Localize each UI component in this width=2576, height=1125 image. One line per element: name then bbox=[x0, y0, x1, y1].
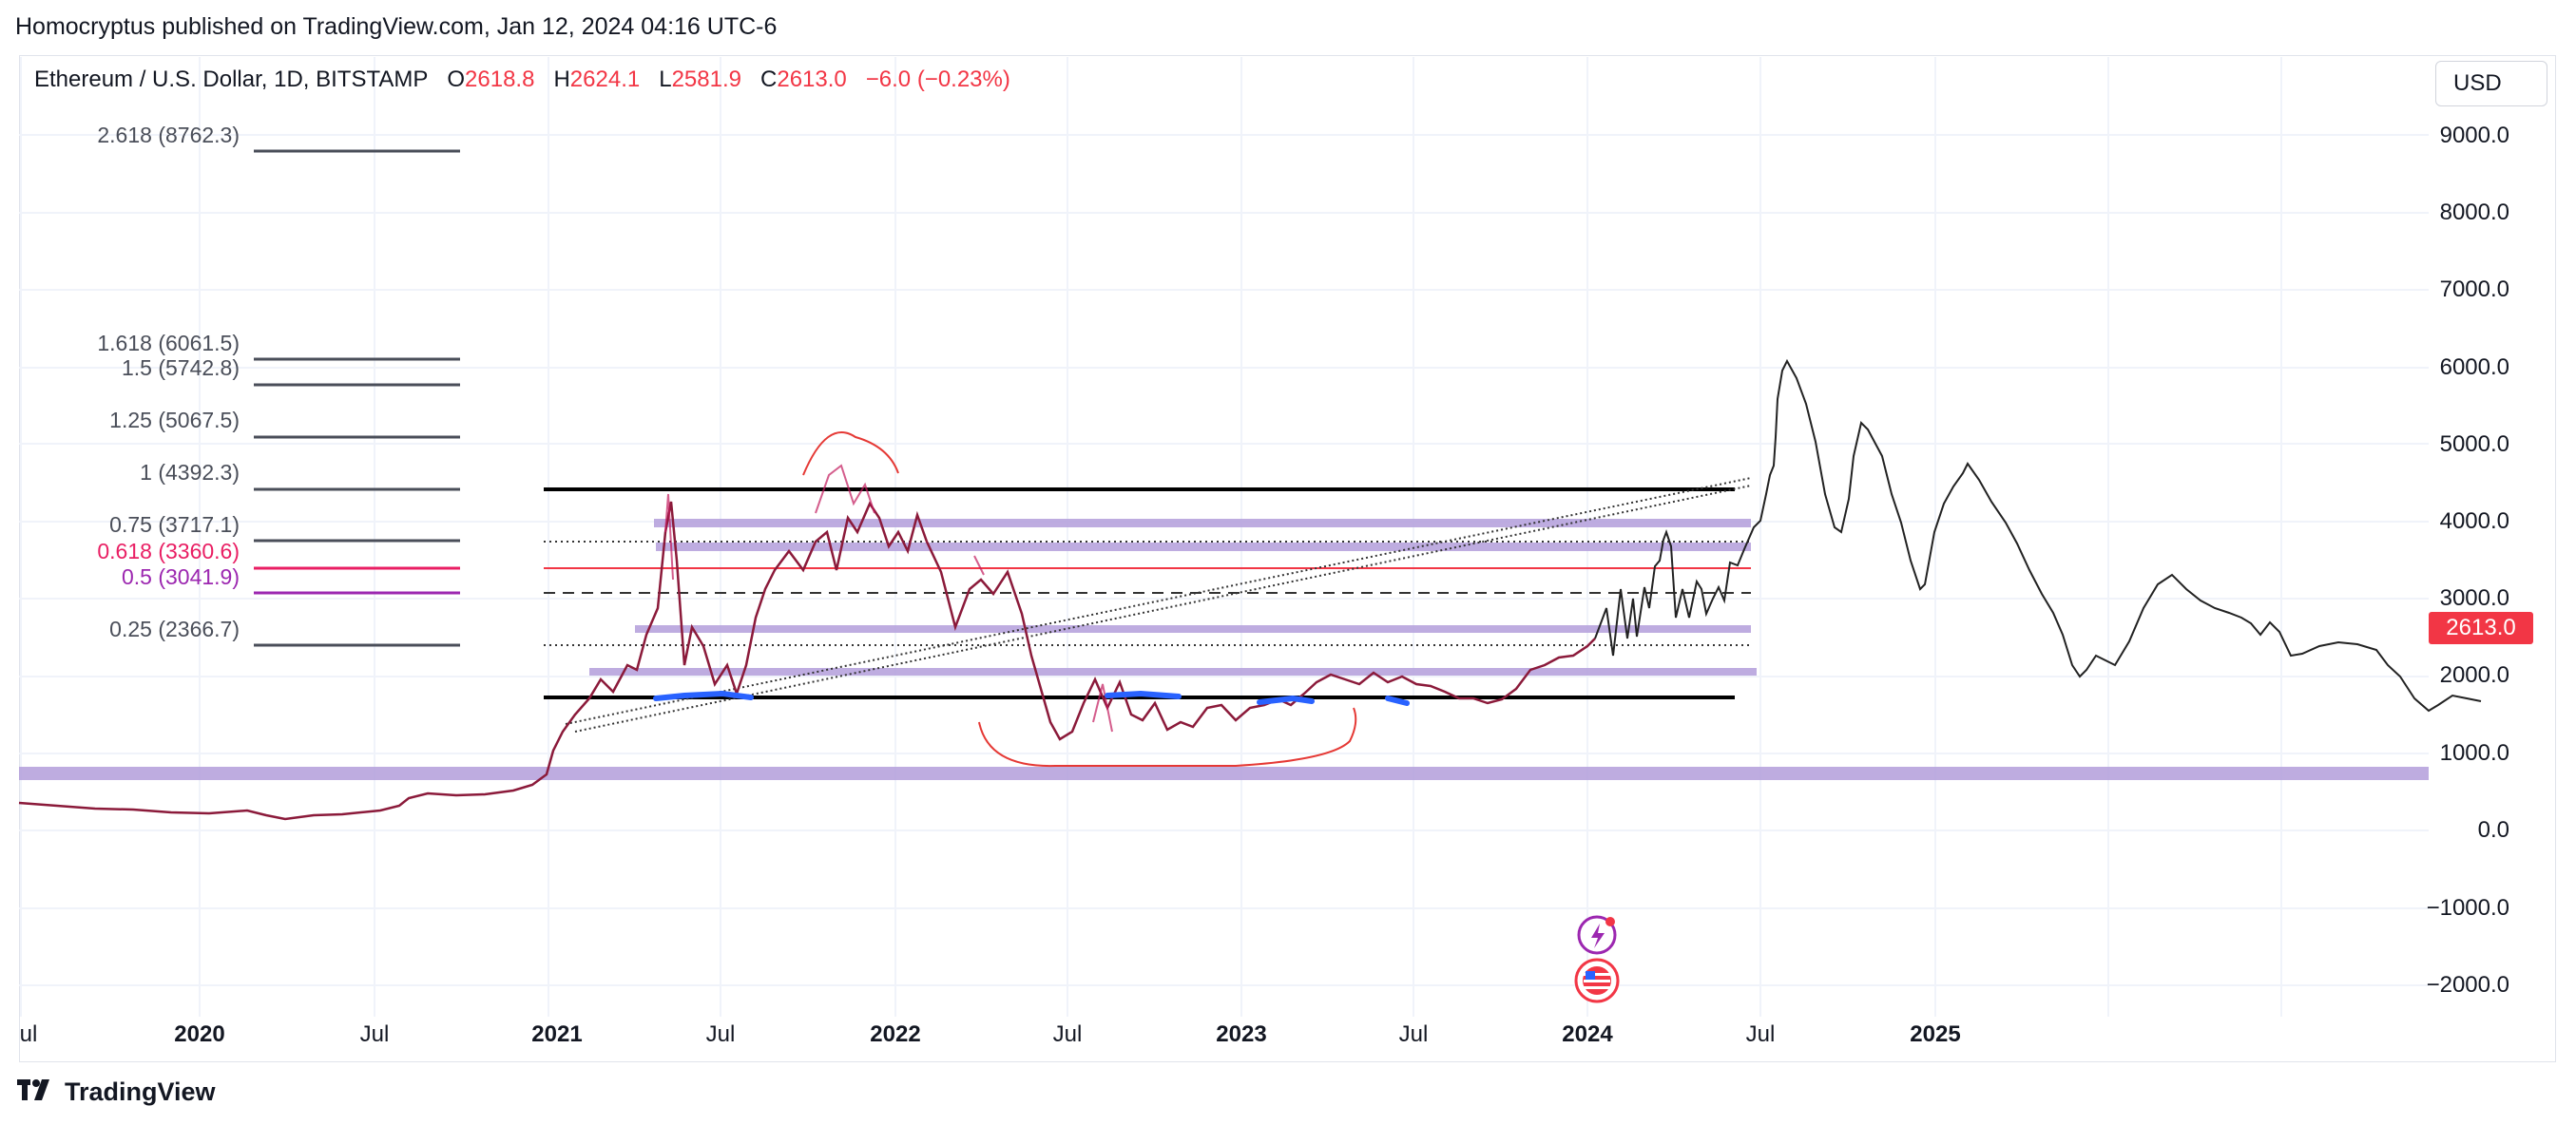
price-scale-label: −1000.0 bbox=[2427, 895, 2509, 921]
close-value: 2613.0 bbox=[777, 67, 847, 92]
time-scale-label: Jul bbox=[1053, 1021, 1083, 1047]
lightning-event-icon[interactable] bbox=[1577, 915, 1617, 955]
time-scale-label: 2025 bbox=[1910, 1021, 1960, 1047]
range-lines bbox=[544, 477, 1752, 733]
time-scale-label: 2024 bbox=[1562, 1021, 1613, 1047]
chart-panel[interactable] bbox=[19, 55, 2556, 1062]
fib-label: 2.618 (8762.3) bbox=[97, 123, 240, 147]
zone-band-bottom bbox=[19, 767, 2429, 780]
fib-label: 1.618 (6061.5) bbox=[97, 331, 240, 355]
time-scale-label: 2021 bbox=[531, 1021, 582, 1047]
high-value: 2624.1 bbox=[569, 67, 641, 92]
fib-label: 0.25 (2366.7) bbox=[109, 617, 240, 641]
time-scale-label: 2023 bbox=[1216, 1021, 1266, 1047]
time-scale: ul 2020 Jul 2021 Jul 2022 Jul 2023 Jul 2024 Jul 202… bbox=[20, 1021, 1961, 1047]
chart-grid bbox=[19, 57, 2429, 1017]
low-value: 2581.9 bbox=[671, 67, 741, 92]
zone-band-3900 bbox=[654, 519, 1751, 527]
footer-brand[interactable]: TradingView bbox=[17, 1077, 216, 1107]
time-scale-label: Jul bbox=[1746, 1021, 1776, 1047]
zone-band-3600 bbox=[656, 543, 1751, 551]
open-label: O bbox=[447, 67, 466, 92]
blue-highlights bbox=[653, 690, 1410, 706]
fib-level-lines bbox=[254, 149, 460, 647]
time-scale-label: Jul bbox=[1399, 1021, 1429, 1047]
price-scale-label: 1000.0 bbox=[2440, 740, 2509, 766]
fib-label: 0.75 (3717.1) bbox=[109, 512, 240, 537]
time-scale-label: Jul bbox=[706, 1021, 736, 1047]
time-scale-label: ul bbox=[20, 1021, 38, 1047]
us-flag-event-icon[interactable] bbox=[1574, 958, 1620, 1003]
fib-level-labels: 2.618 (8762.3) 1.618 (6061.5)1.5 (5742.8)… bbox=[97, 123, 240, 641]
low-label: L bbox=[659, 67, 672, 92]
price-scale-label: 6000.0 bbox=[2440, 354, 2509, 380]
high-label: H bbox=[553, 67, 570, 92]
change-value: −6.0 (−0.23%) bbox=[865, 67, 1010, 92]
projection-path bbox=[1594, 358, 2482, 713]
fib-label: 0.618 (3360.6) bbox=[97, 539, 240, 563]
brand-name: TradingView bbox=[65, 1077, 216, 1106]
price-scale-label: 2000.0 bbox=[2440, 662, 2509, 688]
price-scale-label: 4000.0 bbox=[2440, 508, 2509, 534]
price-scale: 9000.0 8000.0 7000.0 6000.0 5000.0 4000.0 3000… bbox=[2427, 123, 2509, 998]
publisher-header: Homocryptus published on TradingView.com… bbox=[15, 13, 778, 40]
price-scale-label: 9000.0 bbox=[2440, 123, 2509, 148]
fib-label: 0.5 (3041.9) bbox=[122, 564, 240, 589]
time-scale-label: 2020 bbox=[174, 1021, 224, 1047]
tradingview-logo-icon bbox=[17, 1077, 55, 1107]
fib-label: 1.5 (5742.8) bbox=[122, 355, 240, 380]
eth-price-history bbox=[18, 501, 1596, 821]
price-scale-label: 0.0 bbox=[2478, 817, 2509, 843]
price-scale-label: 7000.0 bbox=[2440, 276, 2509, 302]
zone-band-2500 bbox=[635, 625, 1751, 633]
fib-label: 1 (4392.3) bbox=[140, 460, 240, 485]
price-scale-label: −2000.0 bbox=[2427, 972, 2509, 998]
price-scale-label: 8000.0 bbox=[2440, 200, 2509, 225]
open-value: 2618.8 bbox=[465, 67, 535, 92]
last-price-tag: 2613.0 bbox=[2429, 612, 2533, 644]
zone-bands bbox=[19, 519, 2429, 780]
price-scale-label: 3000.0 bbox=[2440, 585, 2509, 611]
time-scale-label: 2022 bbox=[870, 1021, 920, 1047]
time-scale-label: Jul bbox=[360, 1021, 390, 1047]
symbol-name: Ethereum / U.S. Dollar, 1D, BITSTAMP bbox=[34, 67, 429, 92]
fib-label: 1.25 (5067.5) bbox=[109, 408, 240, 432]
peak-arc bbox=[802, 431, 899, 476]
symbol-legend[interactable]: Ethereum / U.S. Dollar, 1D, BITSTAMP O26… bbox=[34, 67, 1010, 93]
price-scale-label: 5000.0 bbox=[2440, 431, 2509, 457]
bottom-bracket bbox=[978, 707, 1357, 768]
zone-band-2000 bbox=[589, 668, 1757, 676]
currency-button[interactable]: USD bbox=[2435, 61, 2547, 106]
close-label: C bbox=[760, 67, 778, 92]
